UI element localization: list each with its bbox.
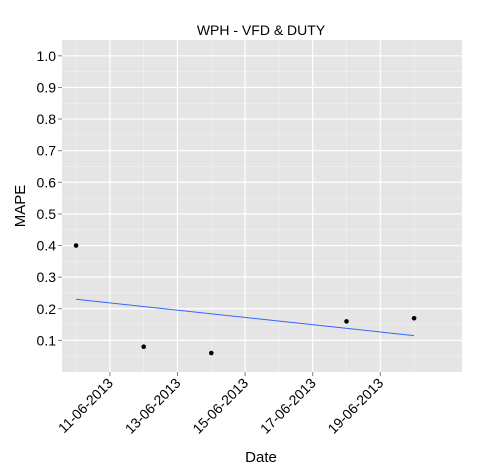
data-point — [208, 350, 214, 356]
y-tick-label: 0.2 — [37, 301, 57, 317]
x-tick-label: 15-06-2013 — [189, 375, 251, 437]
y-tick-label: 0.3 — [37, 269, 57, 285]
x-tick-label: 13-06-2013 — [122, 375, 184, 437]
x-tick-label: 19-06-2013 — [324, 375, 386, 437]
x-tick-label: 17-06-2013 — [257, 375, 319, 437]
data-point — [411, 315, 417, 321]
y-tick-label: 0.7 — [37, 143, 57, 159]
y-tick-label: 0.5 — [37, 206, 57, 222]
x-axis-title: Date — [245, 449, 277, 466]
y-tick-label: 0.8 — [37, 111, 57, 127]
y-axis: 0.1 0.2 0.3 0.4 0.5 0.6 0.7 0.8 0.9 1.0 — [37, 48, 62, 348]
y-axis-title: MAPE — [12, 185, 29, 228]
chart-title: WPH - VFD & DUTY — [197, 22, 326, 38]
plot-panel — [62, 40, 462, 372]
y-tick-label: 0.4 — [37, 238, 57, 254]
data-points — [73, 243, 417, 356]
x-axis: 11-06-2013 13-06-2013 15-06-2013 17-06-2013… — [55, 372, 387, 437]
grid — [62, 40, 462, 372]
y-tick-label: 0.1 — [37, 332, 57, 348]
y-tick-label: 0.6 — [37, 174, 57, 190]
x-tick-label: 11-06-2013 — [55, 375, 116, 436]
data-point — [73, 243, 79, 248]
data-point — [344, 319, 349, 324]
y-tick-label: 0.9 — [37, 79, 57, 95]
y-tick-label: 1.0 — [37, 48, 57, 64]
trend-line — [76, 298, 415, 337]
data-point — [141, 344, 146, 350]
